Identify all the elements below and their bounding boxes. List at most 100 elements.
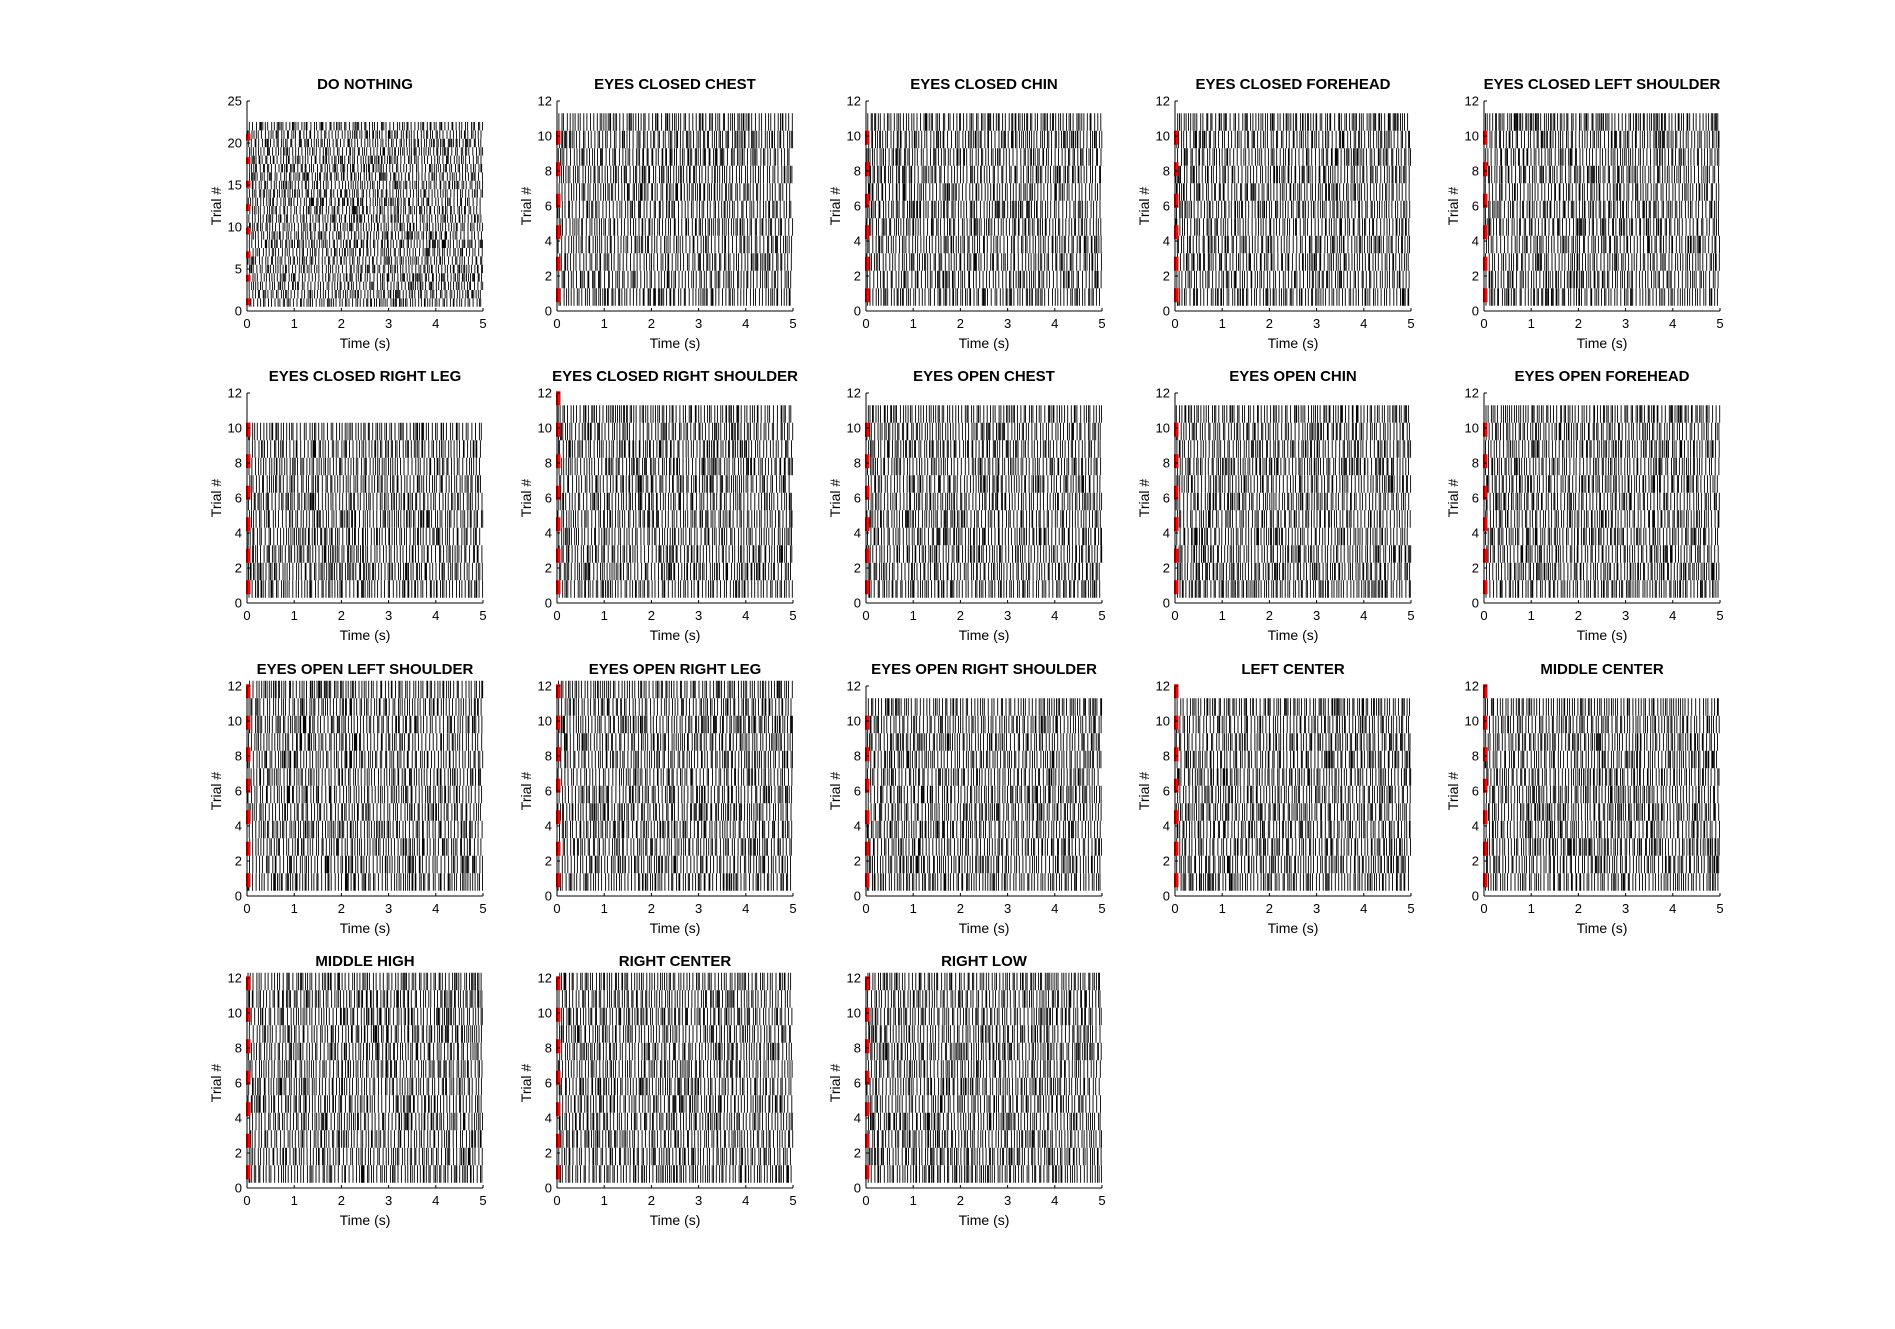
y-tick-label: 12	[1156, 386, 1170, 401]
x-tick-label: 2	[648, 901, 655, 916]
spike-train	[1176, 698, 1410, 716]
trial-onset-marker	[1174, 454, 1179, 469]
x-tick-label: 3	[385, 316, 392, 331]
x-tick-label: 3	[385, 1193, 392, 1208]
panel-title: RIGHT LOW	[941, 953, 1028, 970]
trial-onset-marker	[1174, 288, 1179, 303]
y-tick-label: 5	[235, 262, 242, 277]
trial-onset-marker	[556, 162, 561, 177]
x-axis-label: Time (s)	[340, 335, 391, 351]
x-tick-label: 4	[432, 1193, 439, 1208]
spike-train	[1176, 235, 1410, 254]
trial-onset-marker	[246, 747, 251, 762]
x-tick-label: 3	[1313, 608, 1320, 623]
spike-train	[248, 440, 481, 458]
trial-onset-marker	[246, 778, 251, 793]
trial-onset-marker	[556, 1102, 561, 1117]
y-tick-label: 25	[228, 94, 242, 109]
y-tick-label: 8	[545, 164, 552, 179]
y-tick-label: 2	[545, 269, 552, 284]
x-tick-label: 0	[553, 608, 560, 623]
trial-onset-marker	[865, 130, 870, 145]
y-tick-label: 8	[1163, 456, 1170, 471]
x-tick-label: 2	[1266, 901, 1273, 916]
y-tick-label: 4	[854, 1111, 861, 1126]
x-tick-label: 1	[291, 1193, 298, 1208]
x-tick-label: 5	[479, 1193, 486, 1208]
trial-onset-marker	[865, 841, 870, 856]
trial-onset-marker	[246, 422, 251, 437]
trial-onset-marker	[246, 133, 251, 141]
x-axis-label: Time (s)	[1268, 335, 1319, 351]
x-tick-label: 2	[648, 608, 655, 623]
trial-onset-marker	[246, 180, 251, 188]
x-tick-label: 2	[957, 316, 964, 331]
trial-onset-marker	[556, 256, 561, 271]
y-tick-label: 2	[235, 854, 242, 869]
spike-train	[248, 189, 483, 198]
trial-onset-marker	[556, 580, 561, 595]
panel-title: EYES OPEN FOREHEAD	[1514, 368, 1689, 385]
spike-train	[248, 768, 482, 786]
x-tick-label: 1	[1528, 316, 1535, 331]
y-tick-label: 12	[228, 971, 242, 986]
y-tick-label: 6	[1163, 199, 1170, 214]
spike-train	[867, 785, 1102, 804]
x-tick-label: 3	[1004, 901, 1011, 916]
y-tick-label: 6	[854, 784, 861, 799]
spike-train	[1486, 768, 1720, 786]
trial-onset-marker	[556, 1165, 561, 1180]
spike-train	[868, 1025, 1101, 1043]
x-tick-label: 4	[1051, 608, 1058, 623]
trial-onset-marker	[246, 298, 251, 306]
x-tick-label: 2	[957, 901, 964, 916]
panel-title: EYES CLOSED LEFT SHOULDER	[1484, 76, 1721, 93]
y-tick-label: 10	[538, 129, 552, 144]
y-tick-label: 4	[235, 1111, 242, 1126]
y-axis-label: Trial #	[827, 1064, 843, 1103]
y-tick-label: 4	[235, 819, 242, 834]
x-tick-label: 5	[789, 608, 796, 623]
x-tick-label: 1	[1219, 901, 1226, 916]
x-tick-label: 3	[1313, 901, 1320, 916]
spike-train	[558, 1147, 791, 1166]
trial-onset-marker	[246, 873, 251, 888]
y-tick-label: 2	[854, 561, 861, 576]
y-tick-label: 6	[854, 491, 861, 506]
y-tick-label: 2	[545, 1146, 552, 1161]
x-tick-label: 2	[1575, 608, 1582, 623]
panel-title: EYES CLOSED CHEST	[594, 76, 756, 93]
trial-onset-marker	[865, 288, 870, 303]
trial-onset-marker	[246, 454, 251, 469]
y-tick-label: 0	[235, 889, 242, 904]
spike-train	[557, 200, 792, 219]
spike-train	[247, 256, 483, 265]
x-tick-label: 3	[695, 316, 702, 331]
x-tick-label: 5	[479, 608, 486, 623]
spike-train	[866, 148, 1102, 166]
spike-train	[1177, 113, 1409, 131]
trial-onset-marker	[246, 548, 251, 563]
x-tick-label: 4	[1051, 901, 1058, 916]
spike-train	[867, 990, 1101, 1008]
spike-train	[558, 183, 791, 201]
panel-title: DO NOTHING	[317, 76, 413, 93]
spike-train	[558, 785, 793, 804]
y-tick-label: 6	[545, 1076, 552, 1091]
trial-onset-marker	[865, 873, 870, 888]
trial-onset-marker	[246, 1102, 251, 1117]
x-tick-label: 0	[553, 901, 560, 916]
x-tick-label: 0	[243, 1193, 250, 1208]
trial-onset-marker	[1174, 778, 1179, 793]
trial-onset-marker	[1483, 193, 1488, 208]
spike-train	[1177, 562, 1411, 581]
x-axis-label: Time (s)	[1577, 627, 1628, 643]
y-tick-label: 12	[847, 679, 861, 694]
x-tick-label: 4	[1360, 608, 1367, 623]
x-axis-label: Time (s)	[1268, 920, 1319, 936]
